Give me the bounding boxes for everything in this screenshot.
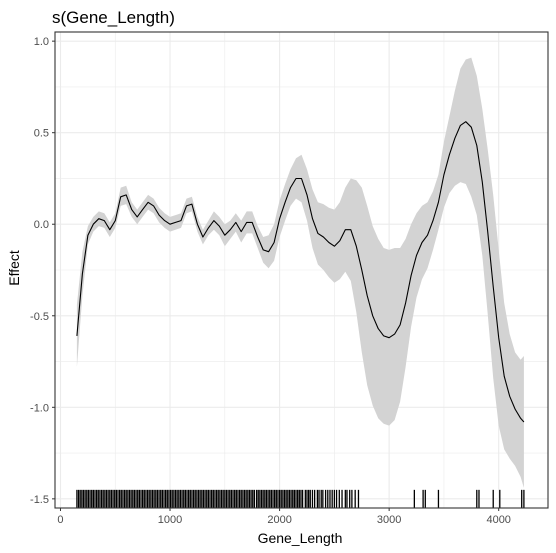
effect-line (76, 121, 525, 423)
x-tick-label: 0 (57, 514, 63, 526)
rug-marks (76, 489, 525, 508)
y-tick-label: 1.0 (34, 36, 49, 48)
chart-title: s(Gene_Length) (52, 8, 175, 27)
confidence-band (76, 57, 524, 488)
x-axis-title: Gene_Length (258, 530, 343, 546)
y-tick-label: 0.5 (34, 128, 49, 140)
panel-border (54, 31, 549, 509)
x-tick-label: 1000 (158, 514, 182, 526)
x-tick-label: 2000 (267, 514, 291, 526)
y-tick-label: 0.0 (34, 219, 49, 231)
x-tick-label: 3000 (377, 514, 401, 526)
y-tick-label: -1.0 (30, 402, 49, 414)
y-tick-label: -1.5 (30, 494, 49, 506)
y-axis: -1.5 -1.0 -0.5 0.0 0.5 1.0 (30, 36, 55, 506)
y-axis-title: Effect (6, 250, 22, 286)
x-axis: 0 1000 2000 3000 4000 (57, 508, 511, 526)
y-tick-label: -0.5 (30, 311, 49, 323)
x-tick-label: 4000 (486, 514, 510, 526)
